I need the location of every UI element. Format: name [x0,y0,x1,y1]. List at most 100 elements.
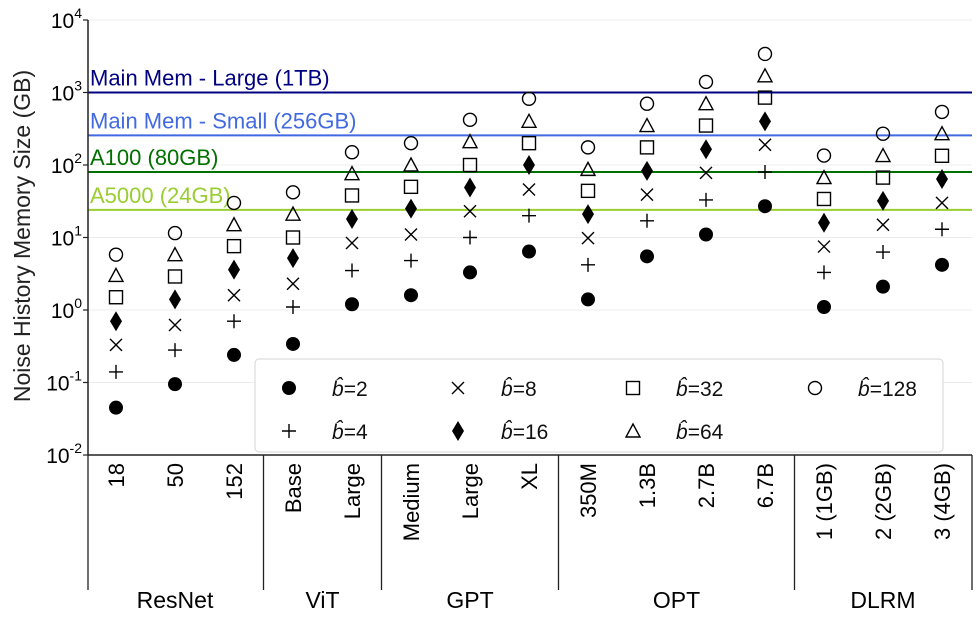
y-tick-label: 103 [51,78,82,106]
data-point [462,157,478,173]
data-point [169,289,181,310]
data-point [876,245,890,260]
data-point [699,227,713,242]
data-point [226,238,242,254]
data-point [168,377,182,392]
legend-label: b̂=8 [501,378,537,401]
data-point [227,288,241,302]
reference-line-label: Main Mem - Small (256GB) [90,108,357,133]
category-label: 350M [576,463,601,518]
reference-line-label: A100 (80GB) [90,145,218,170]
data-point [404,228,418,241]
data-point [463,265,477,280]
data-point [521,135,537,151]
data-point [640,249,654,264]
data-point [817,299,831,314]
data-point [815,169,833,185]
data-point [345,236,359,250]
data-point [581,231,595,245]
data-point [343,165,361,181]
legend-label: b̂=32 [676,378,723,401]
data-point [756,67,774,83]
y-tick-label: 101 [51,223,82,251]
y-axis-label: Noise History Memory Size (GB) [9,70,35,402]
category-label: 6.7B [753,463,778,508]
data-point [699,192,713,207]
data-point [816,191,832,207]
category-label: 18 [104,463,129,487]
category-label: Large [340,463,365,519]
y-axis-ticks: 10-2 10-1 100 101 102 103 104 [46,5,88,468]
data-point [522,182,536,196]
data-point [934,148,950,163]
data-point [697,95,715,111]
data-point [405,198,417,219]
data-point [581,257,595,272]
category-label: 1.3B [635,463,660,508]
data-point [817,240,831,254]
data-point [461,133,479,149]
data-point [581,292,595,307]
category-label: Large [458,463,483,519]
data-point [817,265,831,280]
data-point [404,288,418,303]
data-point [818,212,830,233]
group-label: ResNet [137,587,214,613]
legend-marker [625,380,641,396]
category-label: 1 (1GB) [812,463,837,540]
data-point [816,148,832,163]
data-point [520,112,538,129]
category-label: Base [281,463,306,513]
category-label: 3 (4GB) [930,463,955,540]
category-labels: 18 50 152 Base Large Medium Large XL 350M 1.3B 2.7… [104,463,955,541]
data-point [346,208,358,229]
category-label: XL [517,463,542,490]
data-point [933,125,951,141]
data-point [639,140,655,155]
data-point [286,299,300,314]
data-point [168,343,182,358]
data-point [758,138,772,152]
category-label: 152 [222,463,247,500]
data-point [935,222,949,237]
data-point [876,218,890,232]
data-point [109,400,123,415]
group-label: ViT [305,587,339,613]
y-tick-label: 102 [51,150,82,178]
data-point [641,160,653,181]
data-point [286,336,300,351]
group-label: DLRM [850,587,915,613]
data-point [934,104,950,120]
data-point [639,96,655,111]
data-point [522,208,536,223]
data-point [107,266,125,283]
data-point [523,155,535,175]
group-label: GPT [446,587,493,613]
data-point [698,74,714,90]
y-tick-label: 10-2 [46,440,82,468]
data-point [463,204,477,218]
data-point [698,118,714,133]
data-point [109,338,123,352]
legend-marker [807,380,823,396]
legend-label: b̂=4 [332,421,368,444]
data-point [580,183,596,199]
data-point [757,46,773,62]
data-point [758,199,772,214]
data-point [404,253,418,268]
legend-marker [282,381,296,395]
legend-label: b̂=128 [858,378,917,401]
data-point [110,311,122,332]
data-point [874,147,892,163]
data-point [936,169,948,190]
data-point [640,213,654,228]
reference-line-label: A5000 (24GB) [90,183,231,208]
data-point [228,259,240,280]
y-tick-label: 100 [51,295,82,323]
data-point [582,204,594,225]
legend: b̂=2 b̂=8 b̂=32 b̂=128 b̂=4 b̂=16 b̂=64 [254,358,944,453]
data-point [167,269,183,284]
data-point [227,314,241,329]
reference-line-label: Main Mem - Large (1TB) [90,66,330,91]
